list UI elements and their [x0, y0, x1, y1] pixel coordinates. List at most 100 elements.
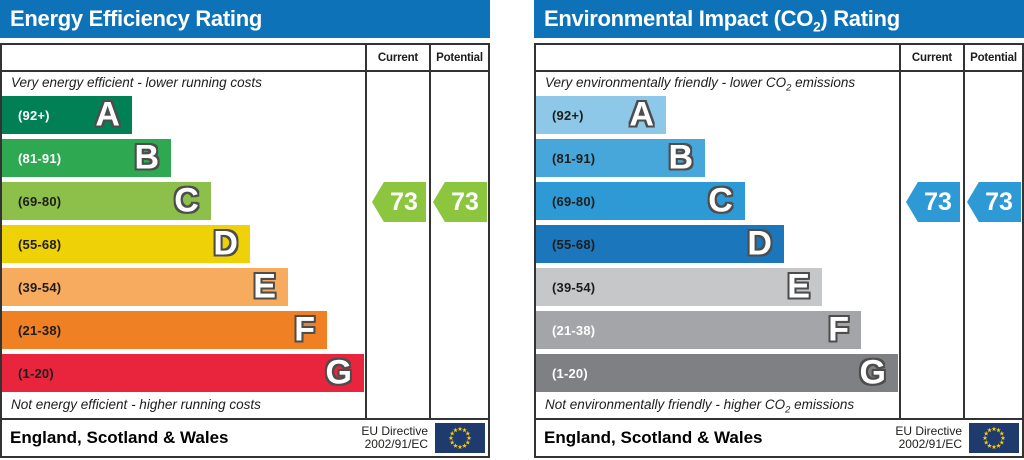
band-g: (1-20) G	[2, 354, 364, 392]
band-a: (92+) A	[2, 96, 132, 134]
eu-star	[987, 443, 992, 448]
band-letter: C	[174, 181, 199, 220]
potential-arrow: 73	[967, 182, 1021, 222]
eu-star	[466, 435, 472, 441]
eu-star	[465, 439, 471, 445]
band-range-label: (69-80)	[552, 193, 596, 209]
eu-star	[1000, 435, 1006, 441]
eu-star	[991, 426, 997, 432]
band-d: (55-68) D	[2, 225, 250, 263]
band-letter: A	[629, 95, 654, 134]
potential-column-header: Potential	[436, 52, 483, 64]
table-footer: England, Scotland & Wales EU Directive 2…	[536, 418, 1022, 456]
eu-star	[996, 427, 1001, 433]
eu-star	[996, 443, 1001, 448]
current-column-divider	[899, 45, 901, 418]
top-note: Very environmentally friendly - lower CO…	[545, 75, 856, 94]
band-letter: F	[294, 310, 316, 349]
band-range-label: (92+)	[18, 107, 50, 123]
band-range-label: (55-68)	[18, 236, 62, 252]
energy-efficiency-panel: Energy Efficiency Rating Current Potenti…	[0, 0, 490, 460]
bottom-note: Not environmentally friendly - higher CO…	[545, 397, 855, 416]
eu-directive-label: EU Directive 2002/91/EC	[361, 425, 428, 451]
rating-table: Current Potential Very environmentally f…	[534, 43, 1024, 458]
band-letter: E	[253, 267, 276, 306]
band-letter: G	[859, 353, 886, 392]
eu-star	[465, 430, 471, 436]
band-range-label: (81-91)	[552, 150, 596, 166]
eu-star	[983, 439, 989, 445]
panel-title: Energy Efficiency Rating	[0, 0, 490, 38]
band-a: (92+) A	[536, 96, 666, 134]
band-range-label: (81-91)	[18, 150, 62, 166]
band-range-label: (39-54)	[552, 279, 596, 295]
eu-directive-line1: EU Directive	[895, 424, 962, 438]
band-range-label: (21-38)	[552, 322, 596, 338]
band-range-label: (55-68)	[552, 236, 596, 252]
eu-star	[999, 439, 1005, 445]
eu-star	[987, 427, 992, 433]
eu-star	[449, 430, 455, 436]
band-letter: G	[325, 353, 352, 392]
band-range-label: (1-20)	[552, 365, 588, 381]
band-b: (81-91) B	[536, 138, 706, 177]
band-g: (1-20) G	[536, 354, 898, 392]
current-column-header: Current	[911, 52, 953, 64]
current-arrow: 73	[372, 182, 426, 222]
rating-table-body: Current Potential Very environmentally f…	[536, 45, 1022, 418]
band-range-label: (92+)	[552, 107, 584, 123]
environmental-impact-panel: Environmental Impact (CO2) Rating Curren…	[534, 0, 1024, 460]
eu-star	[457, 426, 463, 432]
eu-star	[457, 444, 463, 450]
band-letter: D	[747, 224, 772, 263]
eu-star	[462, 427, 467, 433]
rating-table: Current Potential Very energy efficient …	[0, 43, 490, 458]
top-note: Very energy efficient - lower running co…	[11, 75, 262, 90]
band-letter: F	[828, 310, 850, 349]
potential-column-divider	[429, 45, 431, 418]
bottom-note: Not energy efficient - higher running co…	[11, 397, 261, 412]
band-letter: B	[668, 138, 694, 177]
bands: (92+) A (81-91) B (69-80) C (55-68) D (39-54) E (2…	[2, 96, 364, 397]
band-c: (69-80) C	[2, 182, 211, 220]
band-e: (39-54) E	[2, 268, 288, 306]
band-range-label: (39-54)	[18, 279, 62, 295]
potential-arrow: 73	[433, 182, 487, 222]
current-column-divider	[365, 45, 367, 418]
bands: (92+) A (81-91) B (69-80) C (55-68) D (39-54) E (2…	[536, 96, 898, 397]
eu-directive-line2: 2002/91/EC	[364, 437, 428, 451]
eu-flag-icon	[969, 423, 1019, 453]
eu-star	[448, 435, 454, 441]
eu-star	[462, 443, 467, 448]
rating-table-body: Current Potential Very energy efficient …	[2, 45, 488, 418]
band-range-label: (1-20)	[18, 365, 54, 381]
eu-star	[453, 427, 458, 433]
eu-star	[453, 443, 458, 448]
eu-directive-line1: EU Directive	[361, 424, 428, 438]
band-letter: B	[134, 138, 160, 177]
current-column-header: Current	[377, 52, 419, 64]
band-letter: D	[213, 224, 238, 263]
header-divider	[2, 70, 488, 72]
current-arrow: 73	[906, 182, 960, 222]
band-range-label: (69-80)	[18, 193, 62, 209]
band-letter: E	[787, 267, 810, 306]
band-d: (55-68) D	[536, 225, 784, 263]
potential-column-divider	[963, 45, 965, 418]
band-letter: A	[95, 95, 120, 134]
band-c: (69-80) C	[536, 182, 745, 220]
region-label: England, Scotland & Wales	[10, 428, 229, 447]
eu-star	[991, 444, 997, 450]
potential-column-header: Potential	[970, 52, 1017, 64]
band-b: (81-91) B	[2, 138, 172, 177]
band-e: (39-54) E	[536, 268, 822, 306]
eu-directive-line2: 2002/91/EC	[898, 437, 962, 451]
table-footer: England, Scotland & Wales EU Directive 2…	[2, 418, 488, 456]
eu-star	[999, 430, 1005, 436]
band-f: (21-38) F	[536, 310, 862, 349]
eu-star	[983, 430, 989, 436]
eu-star	[449, 439, 455, 445]
band-range-label: (21-38)	[18, 322, 62, 338]
eu-flag-icon	[435, 423, 485, 453]
panel-title: Environmental Impact (CO2) Rating	[534, 0, 1024, 38]
